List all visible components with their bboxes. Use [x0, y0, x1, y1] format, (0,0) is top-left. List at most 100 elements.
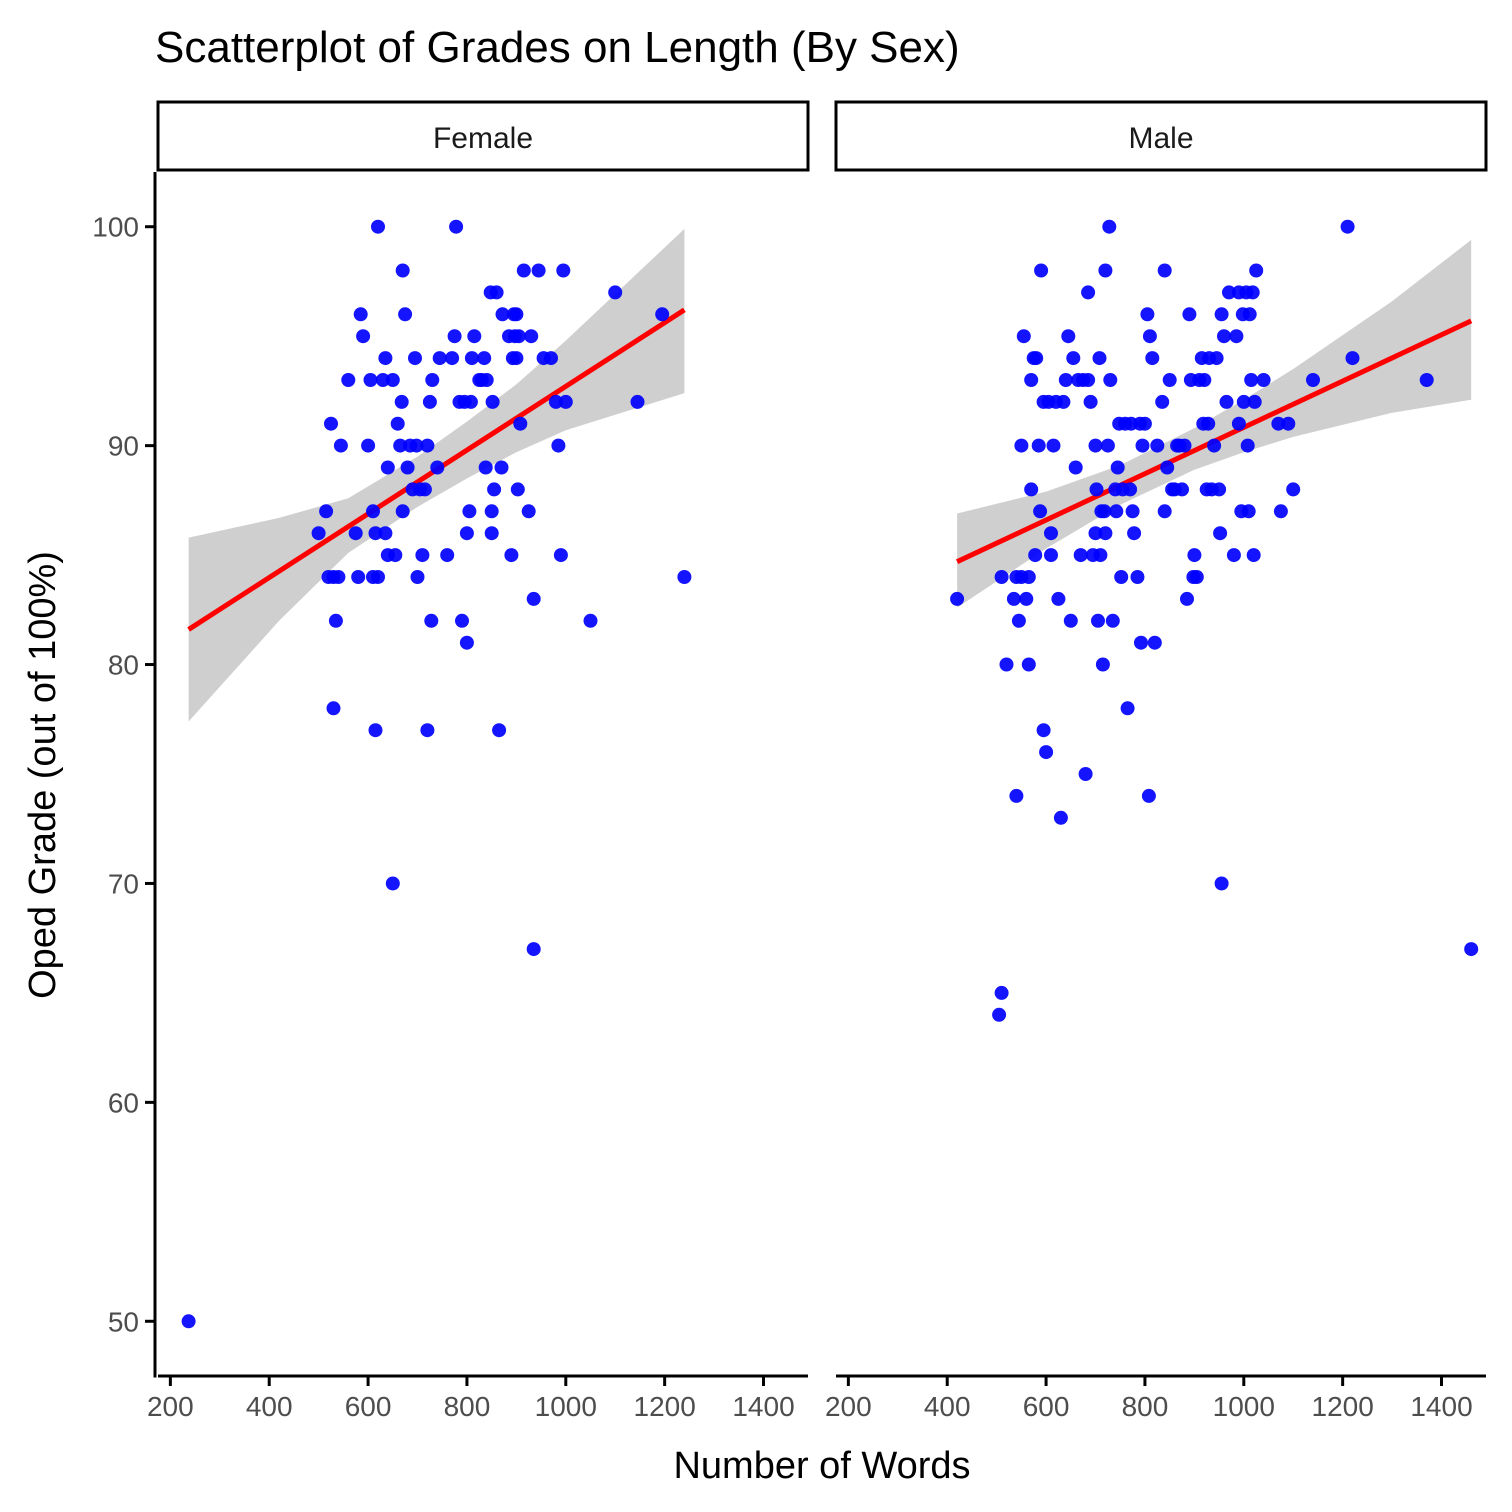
data-point: [524, 329, 539, 344]
data-point: [463, 394, 478, 409]
data-point: [1058, 373, 1073, 387]
data-point: [484, 504, 499, 519]
data-point: [455, 613, 469, 628]
data-point: [485, 394, 500, 409]
data-point: [371, 219, 385, 234]
data-point: [1306, 373, 1320, 387]
data-point: [509, 307, 524, 322]
data-point: [1081, 373, 1096, 387]
data-point: [348, 526, 363, 541]
data-point: [1240, 438, 1255, 453]
data-point: [328, 613, 343, 628]
data-point: [378, 526, 393, 541]
data-point: [583, 613, 598, 628]
data-point: [1271, 416, 1286, 431]
y-axis: 50 60 70 80 90 100: [92, 172, 157, 1378]
data-point: [1246, 548, 1261, 563]
data-point: [1155, 394, 1170, 409]
data-point: [1024, 373, 1039, 387]
data-point: [311, 526, 326, 541]
data-point: [410, 570, 425, 584]
data-point: [420, 438, 435, 453]
y-axis-title: Oped Grade (out of 100%): [22, 551, 64, 999]
data-point: [1137, 416, 1152, 431]
data-point: [1098, 263, 1113, 278]
data-point: [994, 985, 1009, 1000]
data-point: [1033, 504, 1048, 519]
x-tick-label: 600: [1023, 1391, 1070, 1422]
data-point: [1130, 570, 1145, 584]
data-point: [341, 373, 356, 387]
data-point: [526, 942, 541, 957]
data-point: [556, 263, 571, 278]
data-point: [1419, 373, 1434, 387]
data-point: [371, 570, 385, 584]
data-point: [1182, 307, 1197, 322]
data-point: [1197, 373, 1212, 387]
data-point: [994, 570, 1009, 584]
data-point: [430, 460, 445, 475]
x-tick-label: 1200: [1312, 1391, 1374, 1422]
data-point: [1180, 591, 1194, 606]
data-point: [333, 438, 348, 453]
data-point: [1097, 504, 1112, 519]
data-point: [1046, 438, 1061, 453]
data-point: [1464, 942, 1479, 957]
data-point: [1214, 307, 1229, 322]
data-point: [1189, 570, 1204, 584]
data-point: [1207, 438, 1222, 453]
data-point: [1141, 788, 1156, 803]
data-point: [331, 570, 346, 584]
data-point: [513, 416, 528, 431]
data-point: [1140, 307, 1155, 322]
data-point: [1044, 526, 1058, 541]
data-point: [1011, 613, 1026, 628]
data-point: [449, 219, 464, 234]
data-point: [1061, 329, 1076, 344]
data-point: [447, 329, 462, 344]
data-point: [1247, 394, 1262, 409]
panel-male: Male 200 400 600 800 1000 1200 1400: [825, 100, 1488, 1422]
confidence-band-female: [188, 228, 685, 722]
data-point: [440, 548, 455, 563]
data-point: [655, 307, 670, 322]
data-point: [393, 438, 408, 453]
data-point: [548, 394, 563, 409]
y-tick-label: 100: [92, 212, 139, 243]
data-point: [1150, 438, 1165, 453]
data-point: [375, 373, 390, 387]
data-point: [1187, 548, 1202, 563]
data-point: [1034, 263, 1049, 278]
data-point: [1092, 351, 1107, 366]
data-point: [363, 373, 378, 387]
data-point: [398, 307, 413, 322]
data-point: [353, 307, 368, 322]
data-point: [1036, 723, 1051, 738]
data-point: [368, 526, 383, 541]
data-point: [1214, 876, 1229, 891]
data-point: [509, 351, 524, 366]
data-point: [950, 591, 965, 606]
data-point: [1051, 591, 1066, 606]
data-point: [558, 394, 573, 409]
data-point: [1093, 548, 1108, 563]
data-point: [1081, 285, 1096, 300]
data-point: [1028, 548, 1043, 563]
data-point: [1212, 482, 1227, 497]
data-point: [677, 570, 692, 584]
data-point: [494, 460, 509, 475]
data-point: [1053, 810, 1068, 825]
data-point: [1056, 394, 1071, 409]
data-point: [1021, 570, 1036, 584]
facet-label-female: Female: [433, 122, 533, 155]
chart-title: Scatterplot of Grades on Length (By Sex): [155, 23, 960, 72]
data-point: [1019, 591, 1034, 606]
data-point: [420, 723, 435, 738]
data-point: [380, 460, 395, 475]
data-point: [1286, 482, 1301, 497]
data-point: [477, 351, 492, 366]
data-point: [1091, 613, 1105, 628]
data-point: [551, 438, 566, 453]
data-point: [417, 482, 432, 497]
